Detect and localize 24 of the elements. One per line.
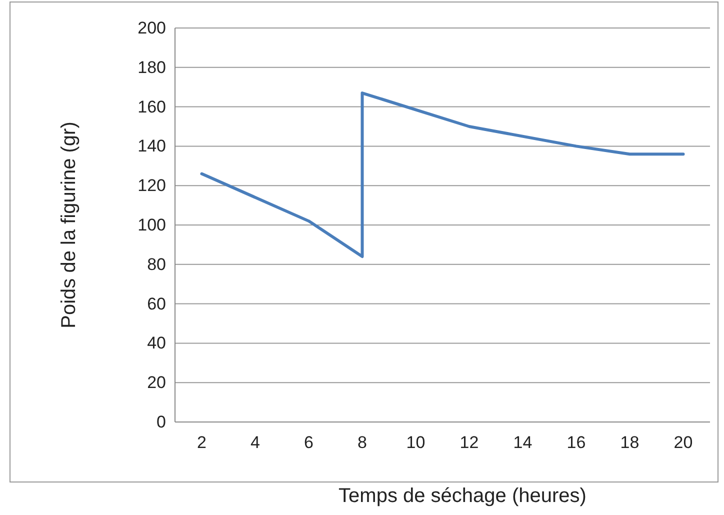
y-tick-label: 180 (138, 58, 166, 77)
x-tick-label: 12 (460, 433, 479, 452)
y-tick-label: 160 (138, 97, 166, 116)
x-tick-label: 10 (406, 433, 426, 452)
y-axis-title: Poids de la figurine (gr) (58, 122, 80, 328)
line-series (200, 92, 685, 258)
y-tick-label: 140 (138, 136, 166, 156)
x-tick-label: 8 (358, 433, 367, 452)
y-tick-label: 200 (138, 18, 166, 38)
y-tick-label: 120 (138, 176, 166, 196)
y-tick-label: 40 (147, 334, 166, 353)
x-tick-label: 4 (250, 433, 260, 452)
y-tick-label: 100 (138, 215, 166, 234)
x-tick-label: 2 (197, 433, 206, 452)
x-tick-label: 18 (620, 433, 640, 452)
x-tick-label: 14 (513, 433, 532, 452)
x-tick-label: 16 (566, 433, 586, 452)
x-axis-title: Temps de séchage (heures) (338, 485, 586, 507)
x-tick-label: 20 (674, 433, 693, 452)
y-tick-label: 80 (147, 254, 166, 274)
y-tick-label: 0 (156, 412, 166, 432)
y-tick-label: 20 (147, 373, 166, 392)
x-tick-label: 6 (304, 433, 314, 452)
y-tick-label: 60 (147, 294, 166, 314)
